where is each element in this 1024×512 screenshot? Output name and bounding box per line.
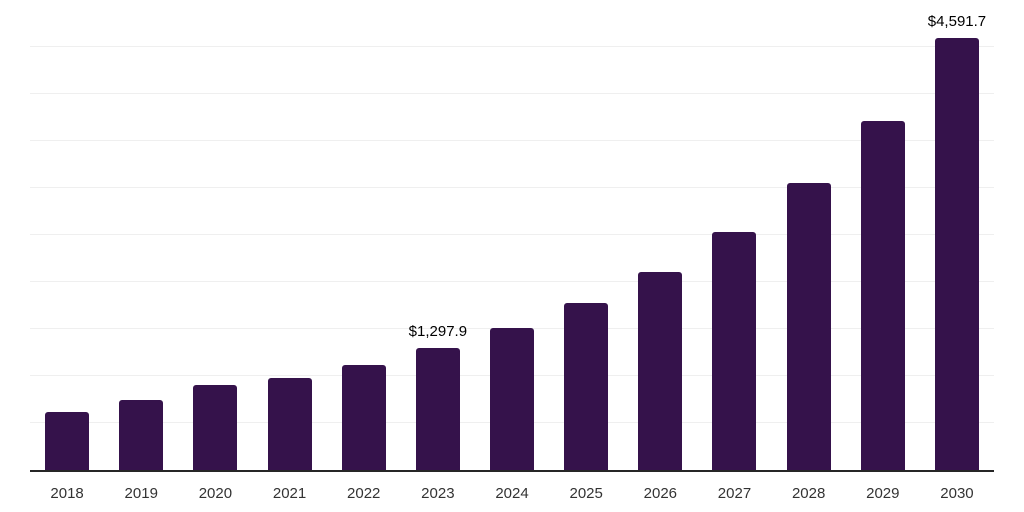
bar-2026 [638, 272, 683, 470]
bar-slot-2025 [549, 0, 623, 470]
x-tick-label-2020: 2020 [198, 485, 233, 502]
bar-2028 [786, 183, 831, 470]
x-axis: 2018 2019 2020 2021 2022 2023 2024 2025 2026 2027… [30, 472, 994, 502]
bar-slot-2018 [30, 0, 104, 470]
bar-slot-2021 [252, 0, 326, 470]
bar-2025 [564, 303, 609, 470]
bar-2020 [193, 384, 238, 470]
bar-slot-2023: $1,297.9 [401, 0, 475, 470]
gridline [30, 187, 994, 188]
bar-slot-2019 [104, 0, 178, 470]
bar-2019 [119, 400, 164, 470]
bar-2029 [860, 121, 905, 470]
data-label-2023: $1,297.9 [408, 323, 468, 340]
bar-2023 [415, 348, 460, 470]
data-label-2030: $4,591.7 [927, 13, 987, 31]
x-tick-label-2030: 2030 [940, 485, 974, 502]
x-tick-label-2027: 2027 [717, 485, 752, 502]
bar-slot-2026 [623, 0, 697, 470]
x-tick-label-2021: 2021 [272, 485, 307, 502]
gridline [30, 93, 994, 94]
bar-slot-2029 [846, 0, 920, 470]
bar-2027 [712, 232, 757, 470]
x-tick-label-2018: 2018 [50, 485, 84, 502]
x-tick-label-2029: 2029 [866, 485, 900, 502]
gridline [30, 234, 994, 235]
bar-slot-2020 [178, 0, 252, 470]
bar-slot-2030: $4,591.7 [920, 0, 994, 470]
gridline [30, 281, 994, 282]
x-tick-label-2023: 2023 [421, 485, 455, 502]
bar-slot-2028 [772, 0, 846, 470]
bar-2018 [45, 412, 90, 470]
bar-2022 [341, 365, 386, 470]
x-tick-label-2019: 2019 [124, 485, 158, 502]
bar-2021 [267, 377, 312, 470]
bars-layer: $1,297.9 $4,591.7 [30, 0, 994, 470]
bar-2030 [934, 38, 979, 470]
plot-area: $1,297.9 $4,591.7 [30, 0, 994, 472]
bar-slot-2022 [327, 0, 401, 470]
x-tick-label-2025: 2025 [569, 485, 603, 502]
bar-2024 [490, 328, 535, 470]
gridline [30, 140, 994, 141]
x-tick-label-2026: 2026 [643, 485, 678, 502]
x-tick-label-2028: 2028 [791, 485, 826, 502]
gridline [30, 46, 994, 47]
x-tick-label-2024: 2024 [495, 485, 529, 502]
bar-slot-2024 [475, 0, 549, 470]
x-tick-label-2022: 2022 [347, 485, 381, 502]
bar-slot-2027 [697, 0, 771, 470]
